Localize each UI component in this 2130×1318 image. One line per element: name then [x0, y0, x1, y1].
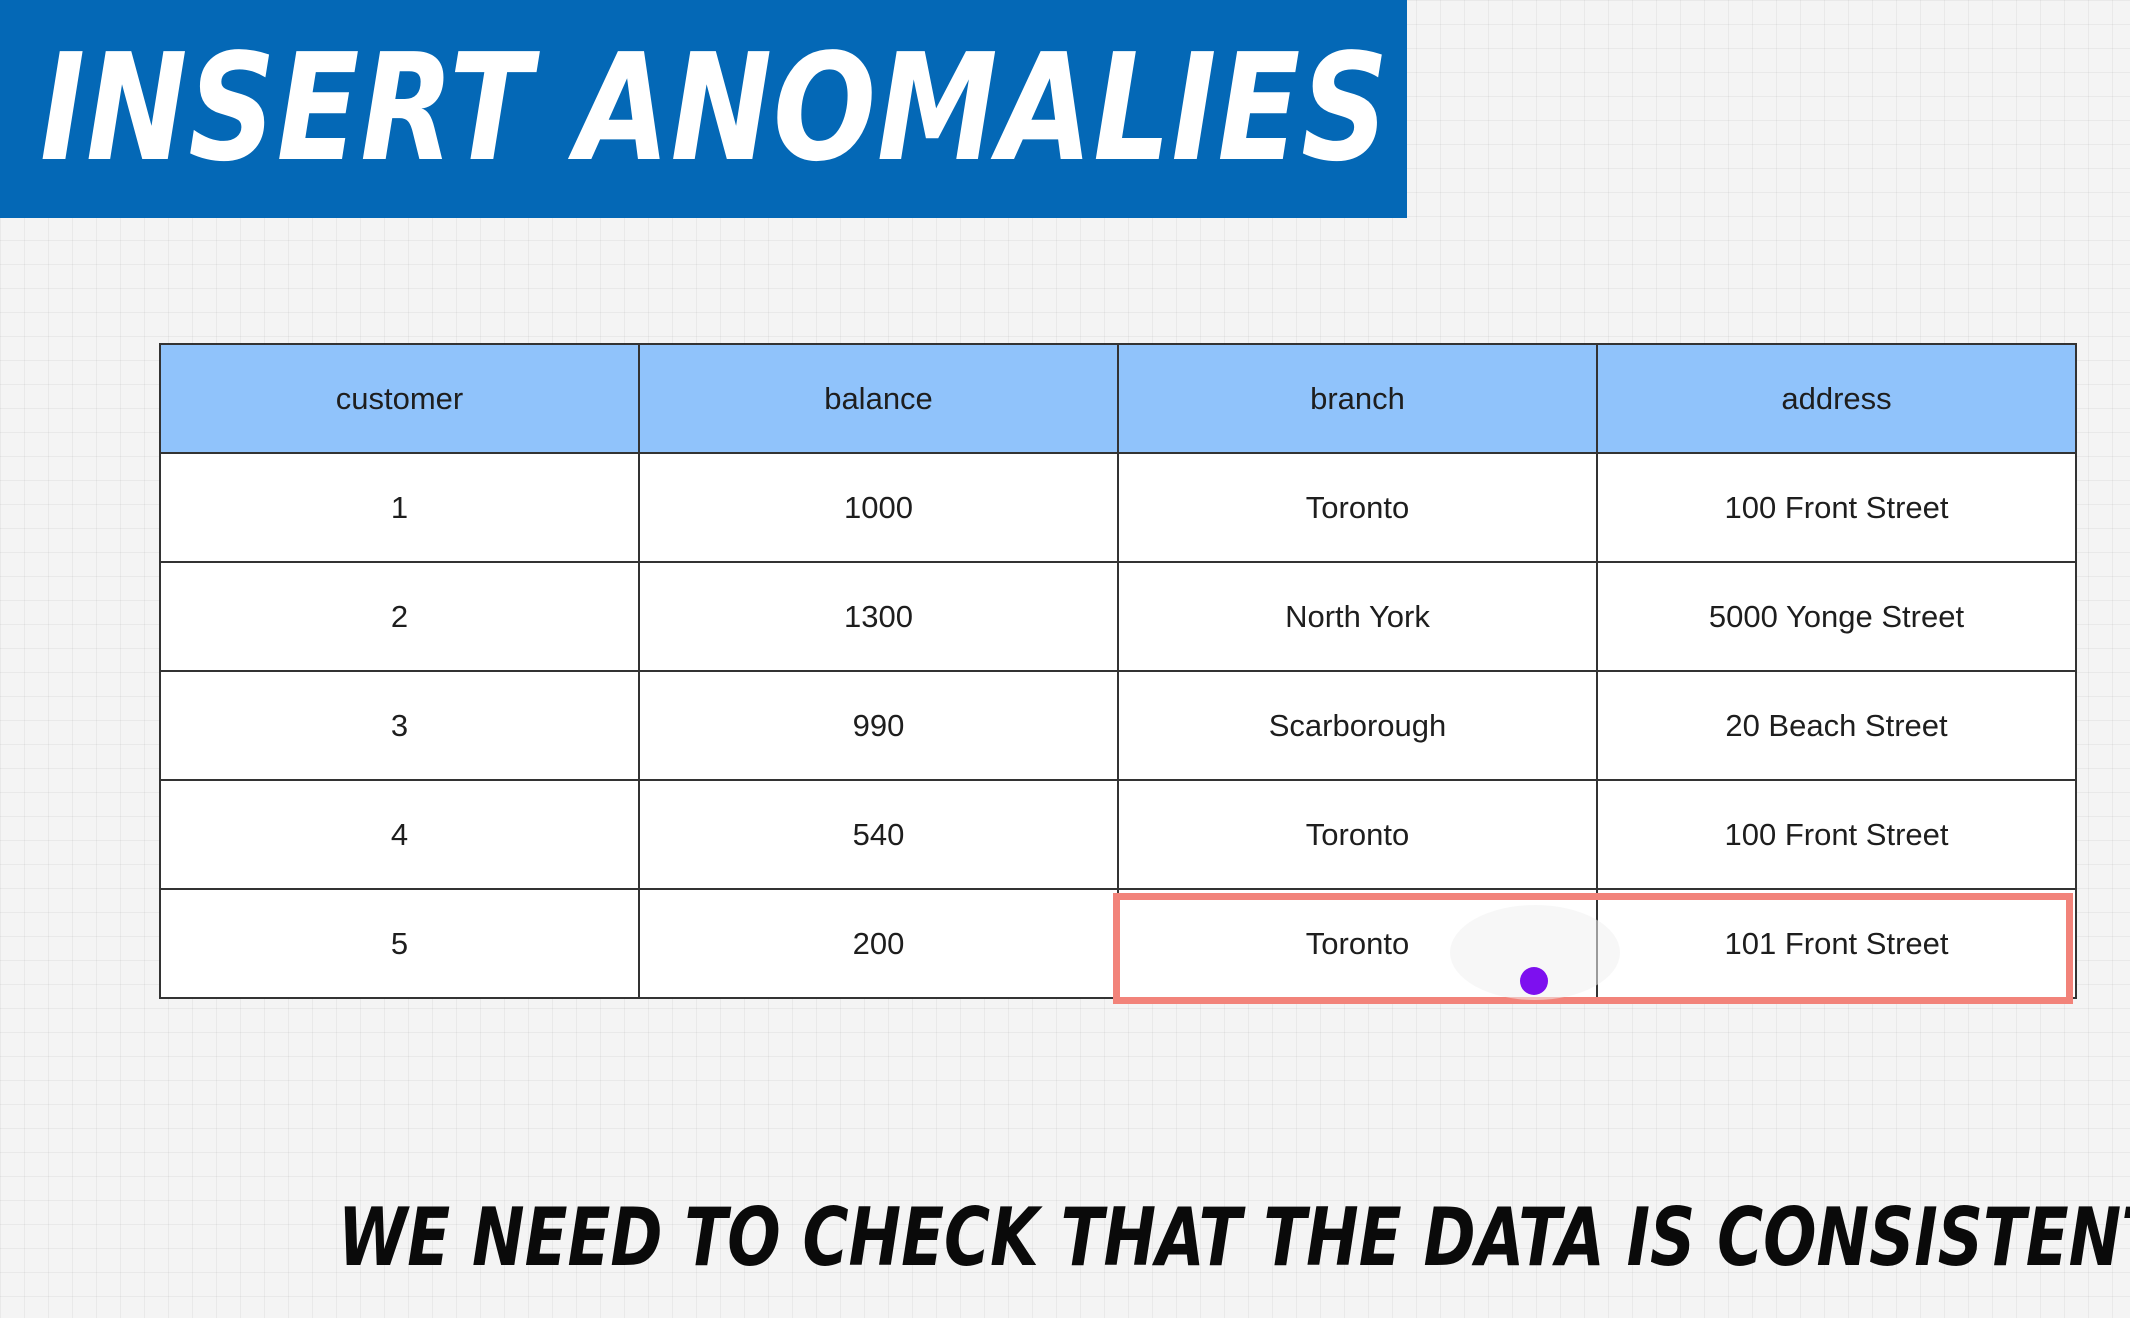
column-header-branch: branch: [1117, 343, 1598, 454]
cell-address: 5000 Yonge Street: [1596, 561, 2077, 672]
table-row: 5 200 Toronto 101 Front Street: [159, 888, 2077, 999]
cell-customer: 5: [159, 888, 640, 999]
table-row: 3 990 Scarborough 20 Beach Street: [159, 670, 2077, 781]
cell-branch: North York: [1117, 561, 1598, 672]
cell-balance: 540: [638, 779, 1119, 890]
cell-address: 100 Front Street: [1596, 779, 2077, 890]
cell-address: 20 Beach Street: [1596, 670, 2077, 781]
cell-address: 101 Front Street: [1596, 888, 2077, 999]
cell-address: 100 Front Street: [1596, 452, 2077, 563]
slide-title: INSERT ANOMALIES: [40, 22, 1390, 194]
cell-customer: 2: [159, 561, 640, 672]
cell-customer: 3: [159, 670, 640, 781]
title-banner: INSERT ANOMALIES: [0, 0, 1407, 218]
cell-customer: 4: [159, 779, 640, 890]
cell-customer: 1: [159, 452, 640, 563]
cursor-pointer-icon: [1520, 967, 1548, 995]
cell-balance: 990: [638, 670, 1119, 781]
cell-branch: Scarborough: [1117, 670, 1598, 781]
cell-balance: 200: [638, 888, 1119, 999]
cell-balance: 1300: [638, 561, 1119, 672]
cell-branch: Toronto: [1117, 779, 1598, 890]
cell-branch: Toronto: [1117, 452, 1598, 563]
table-row: 1 1000 Toronto 100 Front Street: [159, 452, 2077, 563]
cell-balance: 1000: [638, 452, 1119, 563]
customer-table: customer balance branch address 1 1000 T…: [159, 343, 2077, 999]
column-header-address: address: [1596, 343, 2077, 454]
slide-caption: WE NEED TO CHECK THAT THE DATA IS CONSIS…: [338, 1191, 2130, 1284]
column-header-customer: customer: [159, 343, 640, 454]
customer-table-container: customer balance branch address 1 1000 T…: [159, 343, 2077, 999]
table-header-row: customer balance branch address: [159, 343, 2077, 454]
table-row: 2 1300 North York 5000 Yonge Street: [159, 561, 2077, 672]
table-row: 4 540 Toronto 100 Front Street: [159, 779, 2077, 890]
column-header-balance: balance: [638, 343, 1119, 454]
